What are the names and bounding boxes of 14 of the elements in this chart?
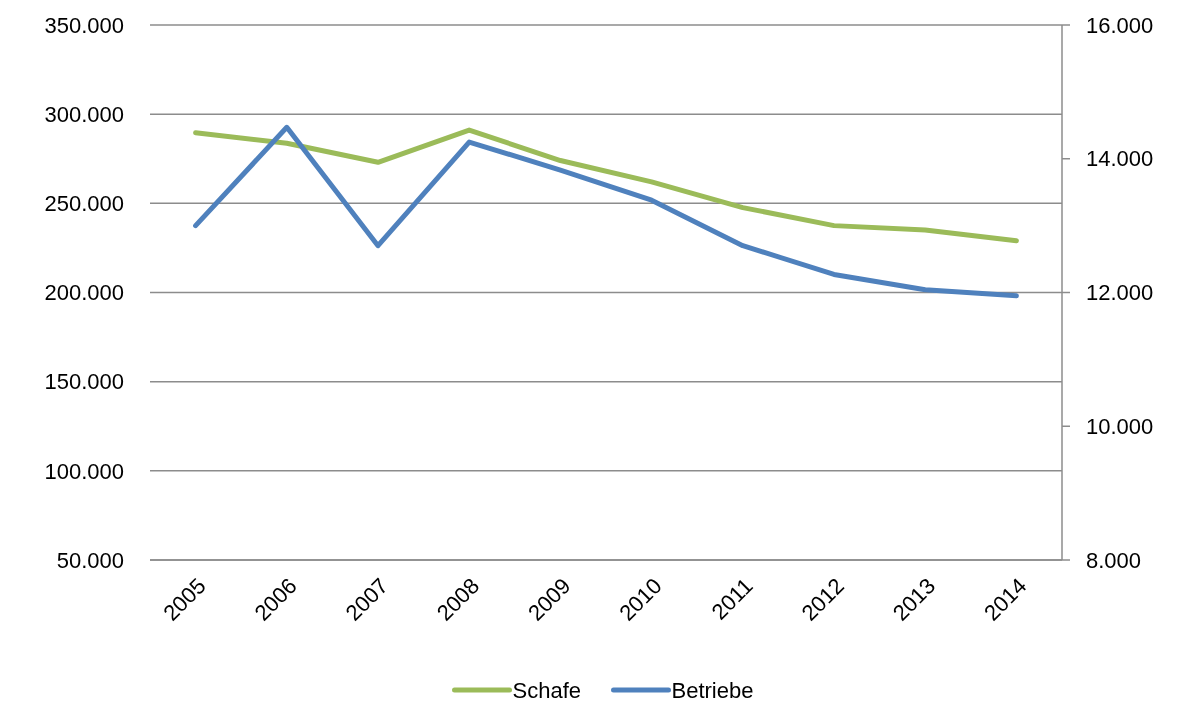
y2-tick-label: 14.000: [1086, 146, 1154, 172]
legend-label: Schafe: [512, 677, 581, 703]
y-tick-label: 300.000: [44, 101, 124, 127]
legend-label: Betriebe: [671, 677, 754, 703]
y2-tick-label: 12.000: [1086, 280, 1154, 306]
y2-tick-label: 10.000: [1086, 413, 1154, 439]
y-tick-label: 150.000: [44, 369, 124, 395]
y-tick-label: 200.000: [44, 280, 124, 306]
y2-tick-label: 16.000: [1086, 12, 1154, 38]
y-tick-label: 250.000: [44, 191, 124, 217]
y2-tick-label: 8.000: [1086, 547, 1142, 573]
y-tick-label: 350.000: [44, 12, 124, 38]
y-tick-label: 100.000: [44, 458, 124, 484]
y-tick-label: 50.000: [56, 547, 124, 573]
